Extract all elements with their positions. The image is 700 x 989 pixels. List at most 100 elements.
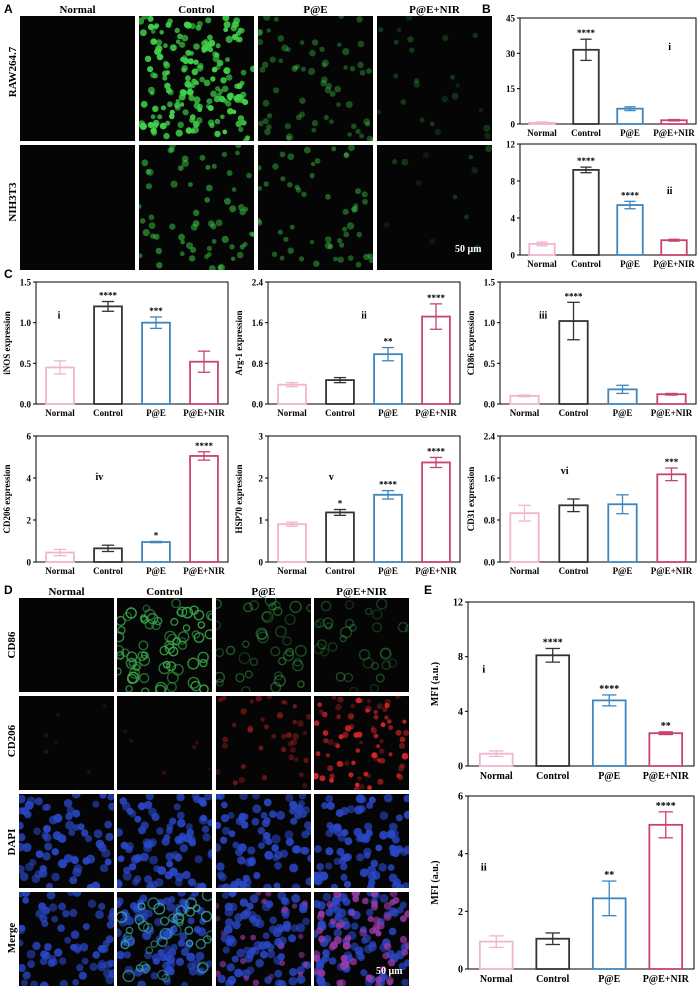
panel-d-tile-cd86-pe (216, 598, 311, 692)
y-tick-label: 2.4 (484, 432, 496, 442)
bar (616, 204, 644, 256)
significance-label: **** (621, 190, 640, 200)
plot-frame (519, 17, 697, 125)
y-tick-label: 2 (27, 516, 32, 526)
panel-d-tile-merge-normal (19, 892, 114, 986)
x-tick-label: Control (536, 974, 569, 985)
x-tick-label: P@E (598, 771, 620, 782)
plot-frame (499, 435, 697, 563)
y-tick-label: 0.8 (252, 359, 264, 369)
panel-d-tile-cd86-penir (314, 598, 409, 692)
chart-index-label: v (329, 472, 334, 483)
y-tick-label: 8 (511, 177, 516, 187)
y-tick-label: 0.0 (484, 558, 496, 568)
significance-label: **** (427, 446, 446, 456)
chart-index-label: ii (667, 186, 673, 197)
significance-label: **** (656, 801, 676, 812)
y-tick-label: 4 (458, 849, 463, 860)
x-tick-label: P@E+NIR (651, 408, 693, 418)
y-tick-label: 6 (27, 432, 32, 442)
x-tick-label: P@E (613, 566, 633, 576)
x-tick-label: P@E (146, 566, 166, 576)
bar (656, 473, 687, 563)
bar (478, 940, 514, 970)
panel-d-col-normal: Normal (48, 586, 85, 598)
y-tick-label: 0 (458, 762, 463, 773)
y-axis-label: MFI (a.u.) (430, 662, 441, 706)
plot-frame (519, 143, 697, 256)
x-tick-label: Control (571, 128, 601, 138)
y-tick-label: 0.0 (484, 400, 496, 410)
chart-c-v: 0 1 2 3 HSP70 expression v Normal * Control **** P… (234, 432, 461, 576)
bar (648, 732, 684, 767)
bar (572, 168, 600, 256)
panel-a-tile-nih-pe (258, 145, 373, 270)
bar (558, 504, 589, 563)
chart-index-label: ii (361, 311, 367, 322)
x-tick-label: Normal (510, 566, 540, 576)
plot-frame (499, 281, 697, 405)
panel-letter-e: E (424, 583, 433, 597)
panel-letter-d: D (4, 583, 13, 597)
bar (421, 315, 451, 405)
y-tick-label: 1 (259, 516, 264, 526)
panel-a-col-control: Control (178, 4, 215, 16)
y-tick-label: 0 (511, 251, 516, 261)
panel-a-row-raw: RAW264.7 (7, 46, 19, 98)
chart-index-label: i (482, 664, 485, 676)
significance-label: ** (604, 870, 614, 881)
panel-a-col-normal: Normal (59, 4, 96, 16)
significance-label: **** (577, 28, 596, 38)
significance-label: *** (665, 457, 679, 467)
panel-a-tile-nih-normal (20, 145, 135, 270)
y-tick-label: 0 (27, 558, 32, 568)
y-tick-label: 0.0 (20, 400, 32, 410)
y-tick-label: 2.4 (252, 278, 264, 288)
plot-frame (467, 795, 695, 970)
chart-index-label: ii (481, 861, 487, 873)
bar (373, 493, 403, 563)
panel-d-tile-cd206-pe (216, 696, 311, 790)
y-tick-label: 3 (259, 432, 264, 442)
y-tick-label: 1.0 (484, 318, 496, 328)
y-tick-label: 4 (458, 707, 463, 718)
y-tick-label: 0.8 (484, 516, 496, 526)
chart-c-iii: 0.0 0.5 1.0 1.5 CD86 expression iii Normal ****… (466, 278, 697, 418)
significance-label: **** (599, 684, 619, 695)
bar (325, 379, 355, 405)
y-axis-label: iNOS expression (2, 311, 12, 375)
chart-c-iv: 0 2 4 6 CD206 expression iv Normal Control * P@E *… (2, 432, 229, 576)
y-axis-label: CD31 expression (466, 467, 476, 532)
panel-a-tile-raw-normal (20, 16, 135, 141)
panel-a-tile-raw-pe (258, 16, 373, 141)
significance-label: **** (379, 480, 398, 490)
chart-c-vi: 0.0 0.8 1.6 2.4 CD31 expression vi Normal Contr… (466, 432, 697, 576)
panel-a-tile-nih-control (139, 145, 254, 270)
plot-frame (267, 435, 461, 563)
bar (189, 455, 219, 563)
x-tick-label: Control (559, 566, 589, 576)
x-tick-label: P@E+NIR (643, 771, 690, 782)
bar (421, 461, 451, 563)
significance-label: **** (99, 291, 118, 301)
x-tick-label: Normal (510, 408, 540, 418)
y-tick-label: 0 (511, 120, 516, 130)
panel-d-tile-merge-control (117, 892, 212, 986)
x-tick-label: Normal (527, 128, 557, 138)
x-tick-label: P@E (378, 566, 398, 576)
bar (93, 305, 123, 405)
panel-d-tile-cd206-penir (314, 696, 409, 790)
panel-d-col-control: Control (146, 586, 183, 598)
x-tick-label: P@E (378, 408, 398, 418)
panel-letter-c: C (4, 267, 13, 281)
bar (141, 321, 171, 405)
bar (656, 393, 687, 405)
panel-d-row-dapi: DAPI (6, 828, 18, 856)
y-tick-label: 8 (458, 652, 463, 663)
panel-d-col-penir: P@E+NIR (336, 586, 387, 598)
panel-d-tile-dapi-pe (216, 794, 311, 888)
x-tick-label: P@E+NIR (643, 974, 690, 985)
y-axis-label: MFI (a.u.) (430, 860, 441, 904)
significance-label: ** (384, 337, 394, 347)
chart-e-i: 0 4 8 12 MFI (a.u.) i Normal **** Control **** P@E… (430, 598, 695, 782)
